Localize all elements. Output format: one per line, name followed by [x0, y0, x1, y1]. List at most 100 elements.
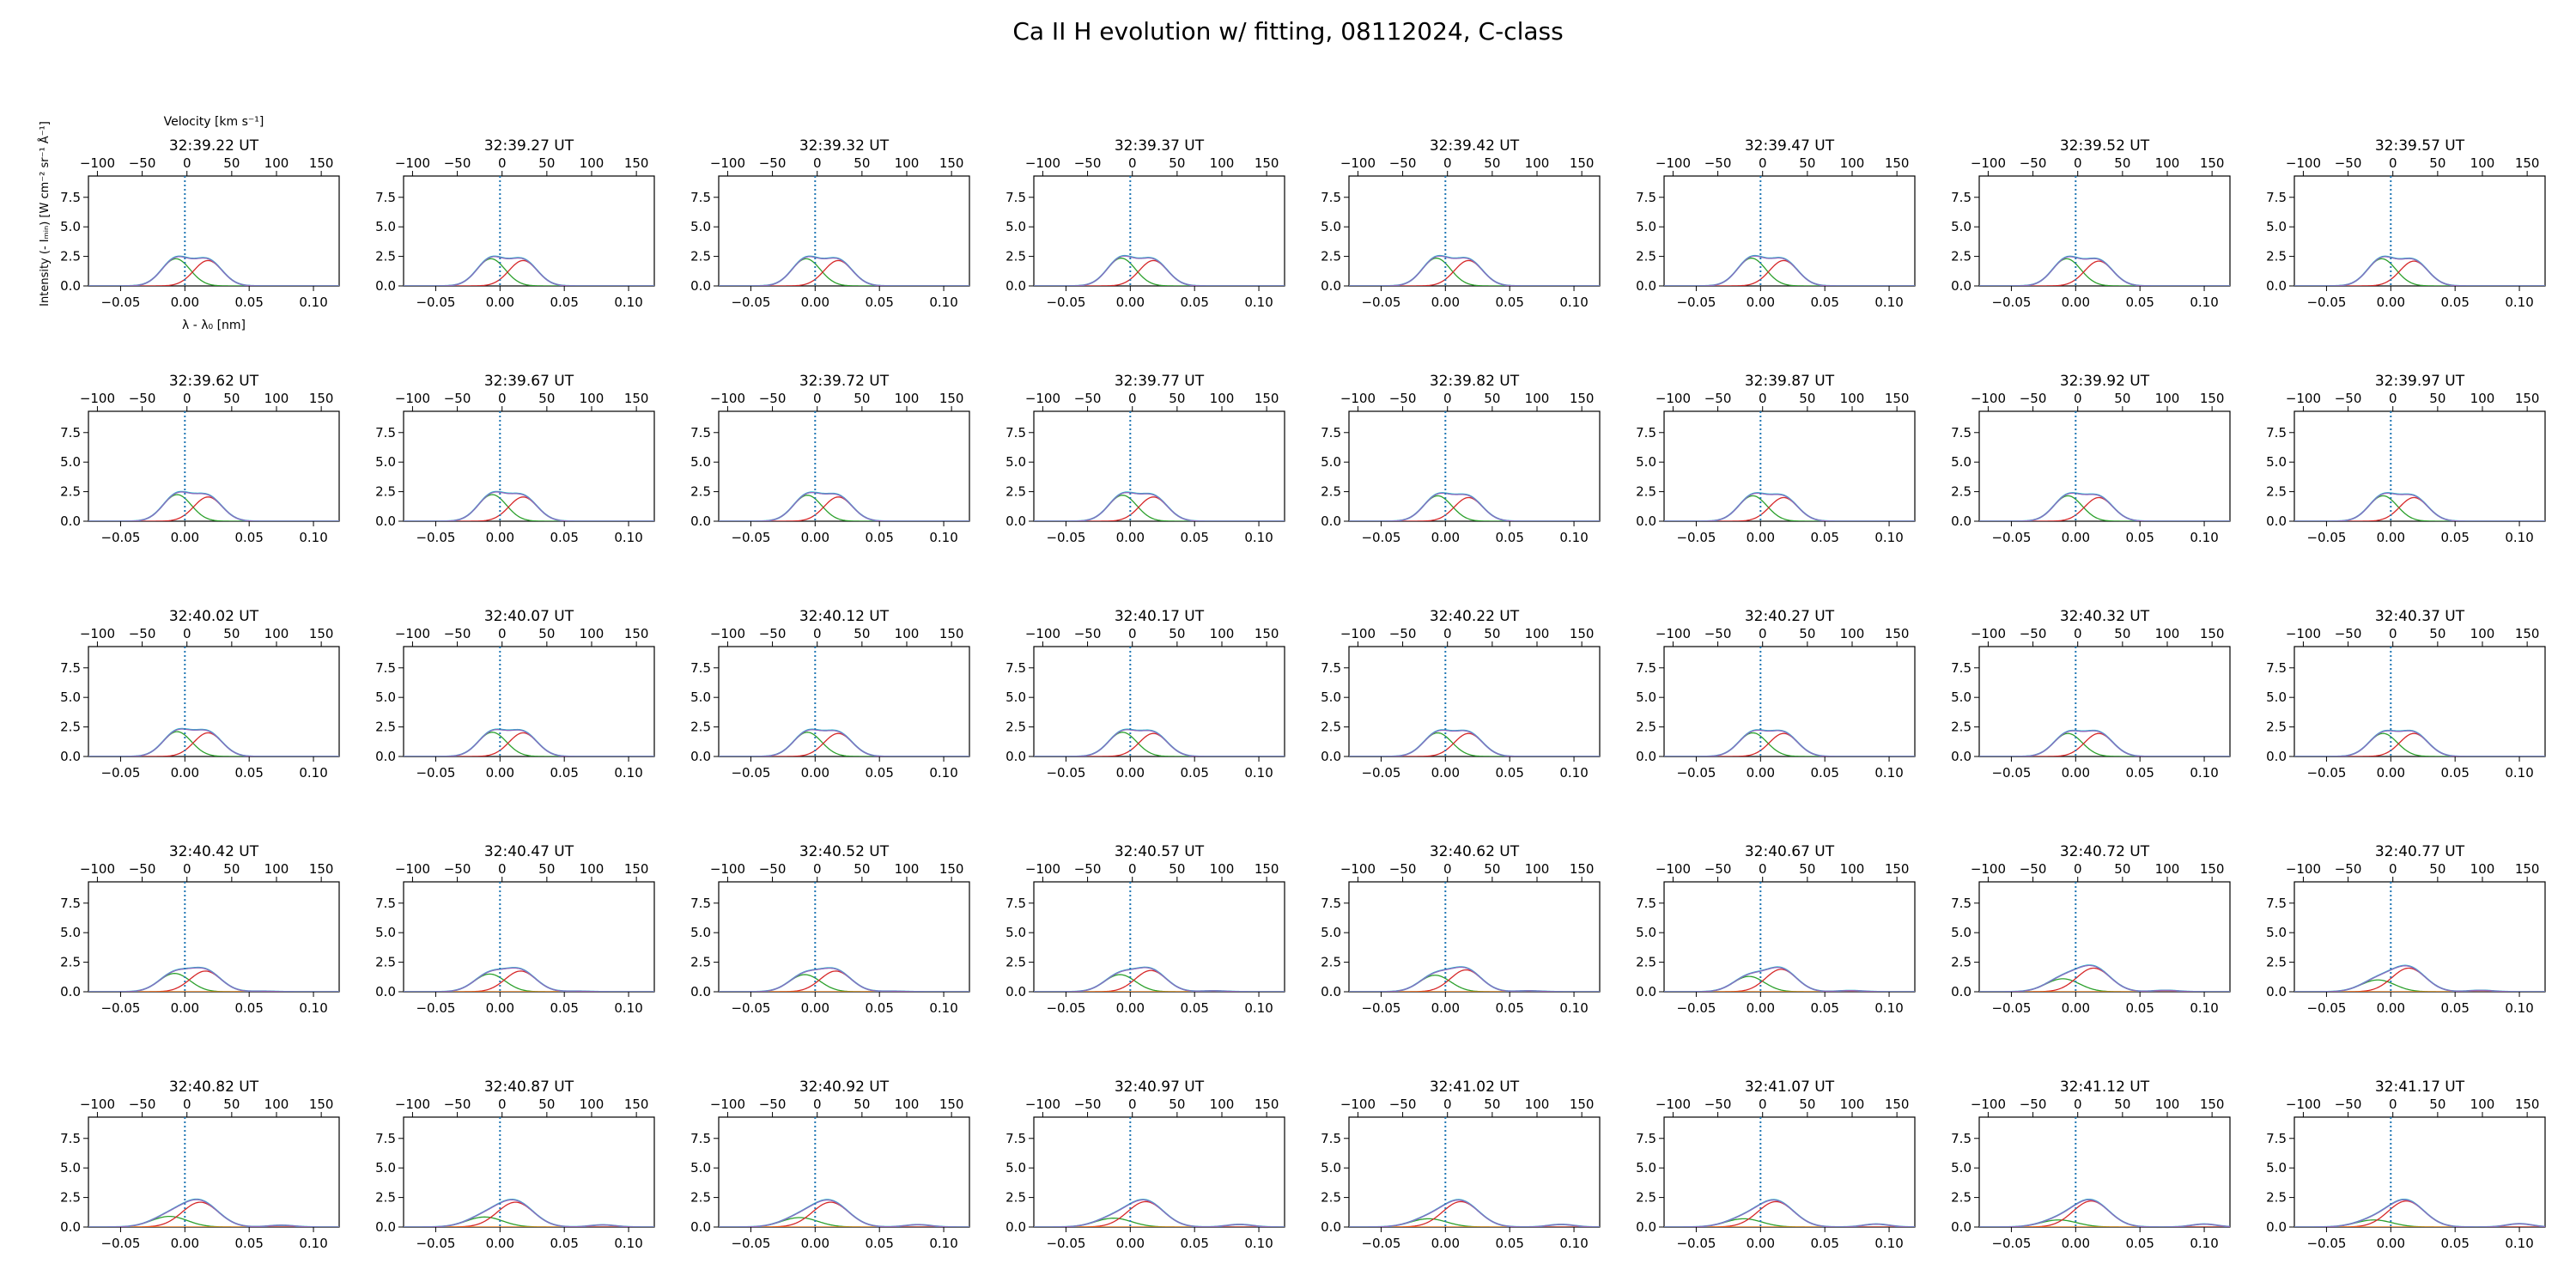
top-tick-label: −50: [759, 155, 787, 171]
top-tick-label: −100: [80, 1097, 115, 1112]
x-tick-label: −0.05: [1676, 1236, 1716, 1251]
fit-total-line: [1664, 254, 1915, 286]
data-profile-line: [1979, 964, 2230, 992]
x-tick-label: 0.00: [1116, 765, 1145, 781]
top-tick-label: −100: [1025, 391, 1060, 406]
top-tick-label: 0: [813, 155, 822, 171]
plot-lines: [1979, 647, 2230, 756]
data-profile-line: [1664, 492, 1915, 521]
top-tick-label: 50: [1484, 1097, 1500, 1112]
y-tick-label: 5.0: [690, 1160, 711, 1176]
y-tick-label: 2.5: [60, 720, 81, 735]
top-tick-label: 100: [1840, 155, 1865, 171]
top-tick-label: 150: [1570, 1097, 1595, 1112]
x-tick-label: 0.05: [1495, 765, 1523, 781]
y-tick-label: 2.5: [1005, 249, 1026, 264]
top-tick-label: −100: [80, 391, 115, 406]
top-tick-label: 100: [1525, 155, 1550, 171]
data-profile-line: [1349, 966, 1600, 992]
x-tick-label: −0.05: [2306, 530, 2346, 545]
axes-frame: [1978, 1116, 2231, 1228]
top-tick-label: 0: [498, 391, 507, 406]
y-tick-label: 2.5: [60, 955, 81, 970]
plot-lines: [1034, 647, 1285, 756]
y-tick-label: 5.0: [1321, 454, 1341, 470]
component-blue-wing-line: [1979, 732, 2230, 756]
subplot-panel: −0.05 0.00 0.05 0.10 0.0 2.5 5.0 7.5 −100 −50 0 50 1…: [60, 373, 340, 545]
x-tick-label: 0.05: [550, 295, 578, 310]
data-profile-line: [2294, 965, 2545, 992]
x-tick-label: 0.05: [1180, 1236, 1208, 1251]
component-blue-wing-line: [2294, 979, 2545, 992]
fit-total-line: [1034, 254, 1285, 286]
top-tick-label: 150: [2200, 155, 2225, 171]
y-tick-label: 0.0: [60, 278, 81, 294]
fit-total-line: [1034, 728, 1285, 756]
x-tick-label: 0.10: [614, 1236, 642, 1251]
axes-frame: [1978, 175, 2231, 287]
data-profile-line: [719, 491, 969, 521]
top-tick-label: 150: [2515, 861, 2540, 877]
data-profile-line: [1664, 966, 1915, 992]
x-tick-label: 0.05: [2125, 530, 2154, 545]
top-tick-label: 100: [2470, 155, 2495, 171]
top-tick-label: 50: [1169, 1097, 1185, 1112]
top-tick-label: 150: [309, 626, 334, 641]
plot-lines: [88, 1117, 339, 1227]
x-tick-label: 0.05: [1180, 295, 1208, 310]
y-tick-label: 5.0: [2266, 925, 2287, 940]
top-tick-label: 150: [1885, 391, 1910, 406]
panel-title: 32:41.17 UT: [2375, 1078, 2465, 1096]
panel-title: 32:39.52 UT: [2060, 137, 2150, 155]
subplot-panel: −0.05 0.00 0.05 0.10 0.0 2.5 5.0 7.5 −100 −50 0 50 1…: [1636, 608, 1916, 781]
y-tick-label: 7.5: [375, 660, 396, 676]
top-tick-label: 150: [624, 626, 649, 641]
plot-lines: [404, 647, 654, 756]
top-tick-label: 100: [2155, 626, 2180, 641]
top-tick-label: 150: [309, 155, 334, 171]
x-tick-label: 0.10: [614, 1000, 642, 1016]
top-tick-label: 50: [538, 861, 555, 877]
axes-frame: [1033, 410, 1285, 522]
x-tick-label: 0.05: [1180, 530, 1208, 545]
top-tick-label: −100: [2286, 861, 2321, 877]
x-tick-label: −0.05: [416, 295, 455, 310]
top-tick-label: 100: [895, 391, 920, 406]
axes-frame: [1033, 881, 1285, 993]
component-red-wing-line: [1664, 1200, 1915, 1227]
top-tick-label: 0: [1759, 861, 1767, 877]
y-tick-label: 2.5: [1005, 484, 1026, 500]
top-tick-label: 150: [939, 391, 964, 406]
subplot-panel: −0.05 0.00 0.05 0.10 0.0 2.5 5.0 7.5 −100 −50 0 50 1…: [60, 137, 340, 310]
panel-title: 32:39.27 UT: [484, 137, 574, 155]
x-tick-label: −0.05: [1361, 1236, 1400, 1251]
y-tick-label: 0.0: [375, 1219, 396, 1235]
y-tick-label: 7.5: [375, 190, 396, 205]
data-profile-line: [1664, 255, 1915, 286]
y-tick-label: 7.5: [690, 896, 711, 911]
top-tick-label: 100: [1525, 861, 1550, 877]
plot-lines: [1979, 1117, 2230, 1227]
top-tick-label: 0: [1443, 155, 1452, 171]
panel-title: 32:39.47 UT: [1745, 137, 1835, 155]
axes-frame: [1033, 1116, 1285, 1228]
subplot-panel: −0.05 0.00 0.05 0.10 0.0 2.5 5.0 7.5 −100 −50 0 50 1…: [1951, 1078, 2231, 1251]
subplot-panel: −0.05 0.00 0.05 0.10 0.0 2.5 5.0 7.5 −100 −50 0 50 1…: [690, 843, 970, 1016]
data-profile-line: [1979, 256, 2230, 286]
x-tick-label: 0.05: [550, 1000, 578, 1016]
top-tick-label: 150: [624, 1097, 649, 1112]
top-tick-label: 50: [854, 155, 870, 171]
top-tick-label: 100: [895, 861, 920, 877]
y-tick-label: 0.0: [1636, 513, 1656, 529]
x-tick-label: 0.10: [1559, 765, 1588, 781]
x-tick-label: 0.00: [486, 1236, 514, 1251]
component-red-wing-line: [1664, 496, 1915, 521]
data-profile-line: [1034, 491, 1285, 521]
top-tick-label: −50: [759, 391, 787, 406]
top-tick-label: 0: [183, 626, 191, 641]
data-profile-line: [2294, 730, 2545, 756]
top-tick-label: 100: [2470, 861, 2495, 877]
x-tick-label: 0.05: [234, 530, 263, 545]
x-tick-label: −0.05: [1676, 765, 1716, 781]
x-tick-label: −0.05: [1991, 1236, 2031, 1251]
